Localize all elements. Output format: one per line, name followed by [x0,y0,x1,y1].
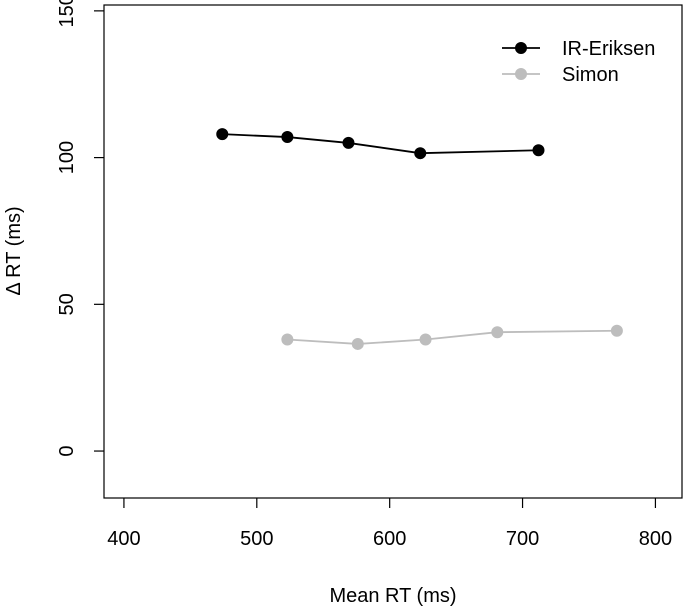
data-point [610,324,623,337]
legend: IR-Eriksen Simon [502,38,655,86]
y-tick-label: 100 [56,141,78,174]
x-tick-label: 600 [373,528,406,550]
y-tick-label: 0 [56,445,78,456]
series-layer [216,128,623,350]
series-line [286,329,618,345]
data-point [216,128,229,141]
x-axis: 400 500 600 700 800 [107,498,672,550]
x-axis-label: Mean RT (ms) [329,585,456,607]
legend-marker [515,68,527,80]
data-point [351,337,364,350]
data-point [419,333,432,346]
y-tick-label: 150 [56,0,78,28]
y-axis-label: Δ RT (ms) [3,206,25,295]
x-tick-label: 800 [639,528,672,550]
data-point [532,144,545,157]
series-simon [281,324,623,350]
x-tick-label: 700 [506,528,539,550]
x-tick-label: 400 [107,528,140,550]
data-point [281,333,294,346]
plot-frame [103,4,683,499]
legend-label: IR-Eriksen [562,38,655,60]
series-line [221,133,540,155]
series-ir-eriksen [216,128,545,160]
y-axis: 0 50 100 150 [56,0,104,457]
legend-label: Simon [562,64,619,86]
legend-marker [515,42,527,54]
x-tick-label: 500 [240,528,273,550]
data-point [414,147,427,160]
data-point [281,131,294,144]
y-tick-label: 50 [56,293,78,315]
data-point [342,136,355,149]
data-point [491,326,504,339]
